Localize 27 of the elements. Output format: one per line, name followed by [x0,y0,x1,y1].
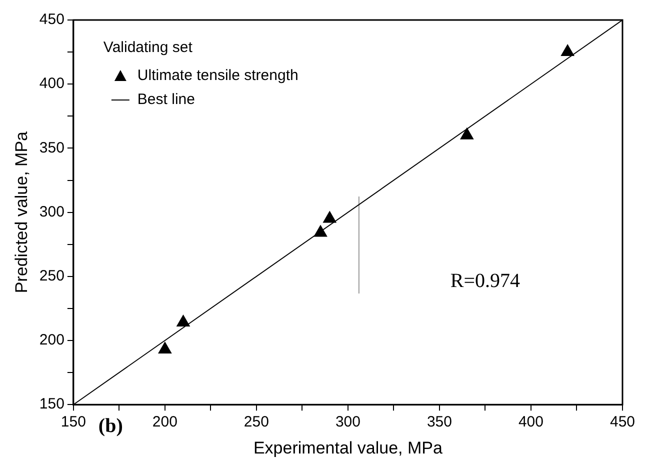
x-axis-title: Experimental value, MPa [253,438,443,458]
x-tick-label: 200 [152,414,178,431]
y-tick-label: 300 [39,203,64,220]
y-tick-label: 250 [39,268,64,285]
point [561,44,574,56]
annotation: R=0.974 [450,270,520,292]
point [460,128,474,140]
x-tick-label: 400 [518,414,544,431]
y-tick-label: 400 [39,75,64,92]
legend-label: Best line [137,91,195,108]
legend-label: Ultimate tensile strength [137,67,298,84]
text: (b) [98,414,123,437]
y-tick-label: 450 [39,11,64,28]
y-tick-label: 150 [39,396,64,413]
point [176,315,190,327]
point [323,211,336,223]
x-tick-label: 250 [244,414,269,431]
y-tick-label: 350 [39,139,64,156]
point [158,342,172,354]
x-tick-label: 350 [426,414,452,431]
point [314,225,328,237]
x-tick-label: 450 [610,414,635,431]
y-axis-title: Predicted value, MPa [12,130,31,294]
x-tick-label: 300 [335,414,360,431]
legend-title: Validating set [103,39,194,56]
x-tick-label: 150 [60,414,86,431]
y-tick-label: 200 [39,332,64,349]
